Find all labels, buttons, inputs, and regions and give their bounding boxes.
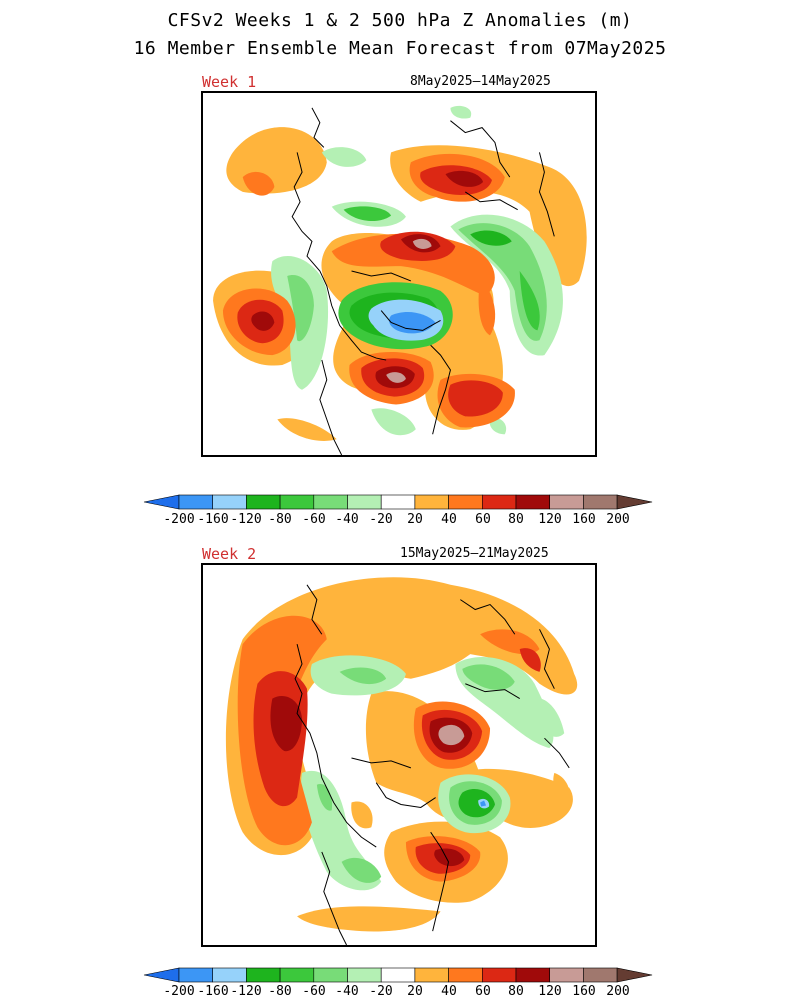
cbar-tick-label: 60 — [475, 984, 491, 999]
cbar-tick-label: 80 — [508, 512, 524, 527]
week1-dates: 8May2025—14May2025 — [410, 74, 551, 89]
colorbar-bin — [448, 494, 483, 510]
colorbar-bin — [549, 494, 584, 510]
week2-anomaly-field — [225, 577, 578, 945]
colorbar-arrow-high — [616, 967, 653, 983]
colorbar-bin — [313, 494, 348, 510]
colorbar-bin — [414, 494, 449, 510]
week1-colorbar — [143, 494, 653, 510]
cbar-tick-label: 40 — [441, 512, 457, 527]
cbar-tick-label: -160 — [197, 984, 229, 999]
week2-map — [201, 563, 597, 947]
week2-colorbar — [143, 967, 653, 983]
cbar-tick-label: 120 — [538, 512, 562, 527]
colorbar-arrow-low — [143, 967, 180, 983]
cbar-tick-label: -40 — [335, 984, 359, 999]
cbar-tick-label: -200 — [163, 512, 195, 527]
colorbar-bin — [246, 494, 281, 510]
week1-map — [201, 91, 597, 457]
week1-anomaly-field — [213, 105, 587, 455]
colorbar-bin — [515, 494, 551, 510]
colorbar-arrow-high — [616, 494, 653, 510]
cbar-tick-label: 200 — [606, 984, 630, 999]
cbar-tick-label: -40 — [335, 512, 359, 527]
colorbar-bin — [246, 967, 281, 983]
colorbar-bin — [481, 967, 517, 983]
week2-colorbar-labels: -200 -160 -120 -80 -60 -40 -20 20 40 60 … — [0, 984, 800, 1000]
cbar-tick-label: 120 — [538, 984, 562, 999]
cbar-tick-label: -200 — [163, 984, 195, 999]
colorbar-arrow-low — [143, 494, 180, 510]
cbar-tick-label: -160 — [197, 512, 229, 527]
cbar-tick-label: -120 — [230, 512, 262, 527]
colorbar-bin — [212, 967, 247, 983]
colorbar-bin — [279, 967, 315, 983]
chart-title: CFSv2 Weeks 1 & 2 500 hPa Z Anomalies (m… — [167, 10, 633, 31]
colorbar-bin — [212, 494, 247, 510]
cbar-tick-label: 80 — [508, 984, 524, 999]
cbar-tick-label: 160 — [572, 512, 596, 527]
colorbar-bin — [549, 967, 584, 983]
colorbar-bin — [178, 967, 214, 983]
week2-label: Week 2 — [202, 545, 257, 563]
cbar-tick-label: 60 — [475, 512, 491, 527]
cbar-tick-label: -60 — [302, 512, 326, 527]
cbar-tick-label: 40 — [441, 984, 457, 999]
colorbar-bin — [313, 967, 348, 983]
week2-dates: 15May2025—21May2025 — [400, 546, 549, 561]
week1-colorbar-labels: -200 -160 -120 -80 -60 -40 -20 20 40 60 … — [0, 512, 800, 528]
cbar-tick-label: -80 — [268, 512, 292, 527]
cbar-tick-label: -60 — [302, 984, 326, 999]
colorbar-bin — [583, 967, 618, 983]
colorbar-bin — [380, 494, 416, 510]
week1-label: Week 1 — [202, 73, 257, 91]
cbar-tick-label: 20 — [407, 512, 423, 527]
colorbar-bin — [347, 967, 382, 983]
cbar-tick-label: 200 — [606, 512, 630, 527]
cbar-tick-label: -20 — [369, 984, 393, 999]
chart-subtitle: 16 Member Ensemble Mean Forecast from 07… — [133, 38, 667, 59]
colorbar-bin — [448, 967, 483, 983]
colorbar-bin — [380, 967, 416, 983]
cbar-tick-label: -20 — [369, 512, 393, 527]
colorbar-bin — [178, 494, 214, 510]
colorbar-bin — [347, 494, 382, 510]
colorbar-bin — [515, 967, 551, 983]
cbar-tick-label: -120 — [230, 984, 262, 999]
cbar-tick-label: -80 — [268, 984, 292, 999]
colorbar-bin — [279, 494, 315, 510]
colorbar-bin — [481, 494, 517, 510]
colorbar-bin — [414, 967, 449, 983]
cbar-tick-label: 20 — [407, 984, 423, 999]
cbar-tick-label: 160 — [572, 984, 596, 999]
colorbar-bin — [583, 494, 618, 510]
